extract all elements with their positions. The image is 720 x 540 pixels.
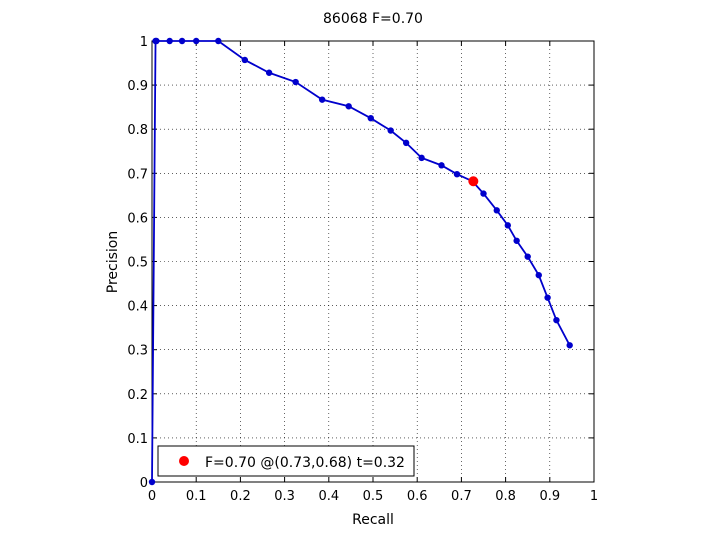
series-point — [553, 316, 560, 324]
chart-title: 86068 F=0.70 — [323, 11, 423, 27]
y-tick-label: 0.7 — [127, 167, 148, 182]
y-tick-label: 0 — [140, 476, 148, 491]
series-point — [148, 478, 156, 486]
x-tick-label: 0.7 — [451, 489, 472, 504]
best-f-point — [468, 176, 479, 187]
legend: F=0.70 @(0.73,0.68) t=0.32 — [157, 445, 415, 477]
y-tick-label: 0.9 — [127, 79, 148, 94]
x-tick-label: 0.2 — [230, 489, 251, 504]
legend-label: F=0.70 @(0.73,0.68) t=0.32 — [205, 455, 405, 471]
legend-marker — [179, 456, 189, 466]
series-point — [566, 342, 573, 349]
series-point — [345, 103, 352, 110]
series-point — [453, 170, 461, 178]
x-tick-label: 0.9 — [539, 489, 560, 504]
x-tick-label: 0.6 — [407, 489, 428, 504]
series-point — [193, 37, 200, 45]
x-tick-label: 0.5 — [363, 489, 384, 504]
x-tick-label: 0.8 — [495, 489, 516, 504]
series-point — [166, 37, 173, 45]
series-point — [544, 294, 551, 301]
series-point — [480, 190, 487, 197]
series-point — [418, 154, 425, 162]
series-point — [438, 162, 445, 169]
y-tick-label: 0.4 — [127, 300, 148, 315]
y-tick-label: 0.2 — [127, 388, 148, 403]
series-point — [178, 37, 186, 45]
x-tick-label: 0.1 — [186, 489, 207, 504]
series-point — [318, 96, 326, 103]
y-tick-label: 0.5 — [127, 256, 148, 271]
x-axis-title: Recall — [352, 512, 394, 528]
y-tick-labels: 0 0.1 0.2 0.3 0.4 0.5 0.6 0.7 0.8 0.9 1 — [127, 35, 148, 491]
series-point — [265, 69, 273, 76]
series-point — [493, 207, 500, 214]
series-point — [535, 271, 542, 279]
y-tick-label: 0.1 — [127, 432, 148, 447]
x-tick-label: 0.3 — [274, 489, 295, 504]
x-tick-label: 0 — [148, 489, 156, 504]
series-point — [524, 253, 531, 260]
series-point — [387, 127, 394, 134]
series-point — [215, 37, 222, 45]
series-point — [504, 222, 512, 229]
series-point — [241, 56, 249, 64]
y-axis-title: Precision — [105, 231, 121, 293]
legend-box — [157, 445, 415, 477]
series-point — [367, 114, 374, 122]
highlight-layer — [468, 176, 479, 187]
x-tick-label: 1 — [590, 489, 598, 504]
grid — [152, 41, 594, 482]
y-tick-label: 0.8 — [127, 123, 148, 138]
y-tick-label: 0.6 — [127, 211, 148, 226]
y-tick-label: 0.3 — [127, 344, 148, 359]
series-point — [513, 237, 520, 244]
plot-frame — [151, 40, 595, 483]
series-line — [151, 40, 571, 483]
series-point — [402, 139, 410, 147]
x-tick-labels: 0 0.1 0.2 0.3 0.4 0.5 0.6 0.7 0.8 0.9 1 — [148, 489, 598, 504]
series-point — [153, 37, 160, 45]
series-point — [292, 78, 299, 86]
y-tick-label: 1 — [140, 35, 148, 50]
x-tick-label: 0.4 — [318, 489, 339, 504]
